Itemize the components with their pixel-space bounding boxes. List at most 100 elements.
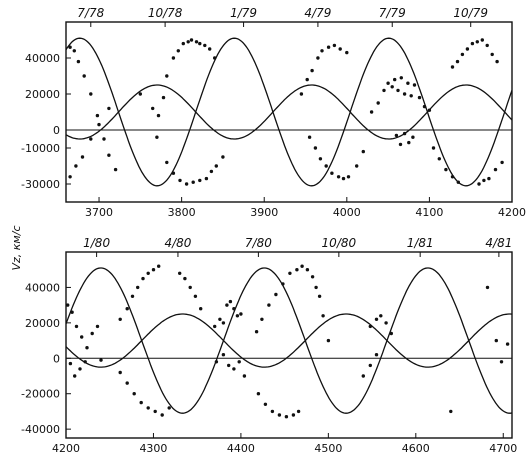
data-point [330, 171, 334, 175]
data-point [70, 310, 74, 314]
data-point [465, 47, 470, 51]
data-point [160, 413, 164, 417]
y-tick-label: 20000 [25, 317, 60, 330]
data-point [204, 176, 209, 181]
data-point [499, 360, 504, 364]
data-point [324, 164, 328, 168]
data-point [242, 374, 247, 378]
data-point [396, 88, 400, 93]
x-tick-label: 3800 [168, 206, 196, 219]
date-tick-label: 4/81 [485, 236, 512, 250]
data-point [76, 59, 81, 64]
data-point [345, 50, 349, 55]
data-point [235, 314, 240, 318]
x-tick-label: 3900 [250, 206, 278, 219]
data-point [407, 140, 411, 145]
data-point [455, 59, 460, 64]
data-point [141, 276, 145, 281]
data-point [153, 409, 157, 414]
y-tick-label: 0 [53, 352, 60, 365]
data-point [361, 374, 365, 378]
data-point [89, 92, 93, 96]
data-point [374, 317, 379, 321]
data-point [460, 52, 465, 57]
data-point [409, 94, 413, 98]
plot-frame [65, 251, 513, 439]
data-point [167, 406, 171, 410]
data-point [321, 314, 325, 318]
data-point [157, 264, 161, 268]
data-point [477, 182, 481, 186]
data-point [374, 353, 379, 357]
data-point [132, 392, 136, 396]
data-point [310, 68, 314, 73]
data-point [171, 171, 176, 175]
data-point [171, 56, 176, 60]
y-tick-label: 40000 [25, 281, 60, 294]
data-point [495, 59, 499, 64]
data-point [313, 146, 318, 150]
data-point [199, 307, 203, 311]
data-point [291, 413, 296, 417]
data-point [74, 324, 79, 329]
data-point [326, 338, 331, 343]
data-point [181, 41, 185, 46]
data-point [336, 175, 341, 179]
date-tick-label: 4/80 [164, 236, 191, 250]
data-point [227, 363, 231, 368]
date-tick-label: 1/80 [83, 236, 110, 250]
y-tick-label: -20000 [21, 388, 60, 401]
data-point [213, 324, 217, 329]
data-point [338, 47, 342, 51]
data-point [485, 43, 489, 48]
data-point [198, 41, 202, 46]
x-tick-label: 4000 [333, 206, 361, 219]
model-curve-1 [66, 37, 512, 187]
data-point [97, 122, 101, 127]
data-point [320, 49, 324, 53]
data-point [139, 400, 143, 405]
data-point [209, 169, 214, 174]
data-point [73, 374, 77, 378]
data-point [450, 175, 455, 179]
data-point [85, 346, 89, 350]
data-point [156, 113, 161, 118]
data-point [228, 299, 233, 304]
data-point [254, 330, 259, 334]
data-point [267, 303, 271, 307]
date-tick-label: 10/78 [148, 6, 183, 20]
data-point [80, 335, 84, 339]
data-point [72, 49, 77, 53]
data-point [368, 363, 372, 368]
data-point [376, 101, 380, 105]
data-point [102, 137, 106, 141]
data-point [500, 160, 504, 165]
data-point [118, 317, 122, 321]
data-point [155, 135, 159, 139]
data-point [214, 164, 218, 168]
date-tick-label: 1/81 [407, 236, 434, 250]
data-point [417, 95, 422, 100]
data-point [232, 367, 236, 371]
data-point [384, 321, 388, 325]
data-point [151, 268, 156, 272]
data-point [402, 92, 407, 96]
data-point [296, 409, 301, 414]
data-point [482, 178, 486, 183]
data-point [402, 131, 407, 136]
data-point [213, 56, 217, 60]
data-point [310, 275, 315, 279]
data-point [198, 178, 202, 183]
x-tick-label: 4200 [498, 206, 526, 219]
data-point [274, 292, 278, 297]
data-point [203, 43, 207, 48]
data-point [68, 175, 72, 179]
data-point [394, 133, 399, 138]
data-point [221, 155, 225, 159]
x-tick-label: 4100 [415, 206, 443, 219]
data-point [165, 160, 169, 165]
data-point [99, 358, 103, 362]
data-point [305, 268, 310, 272]
